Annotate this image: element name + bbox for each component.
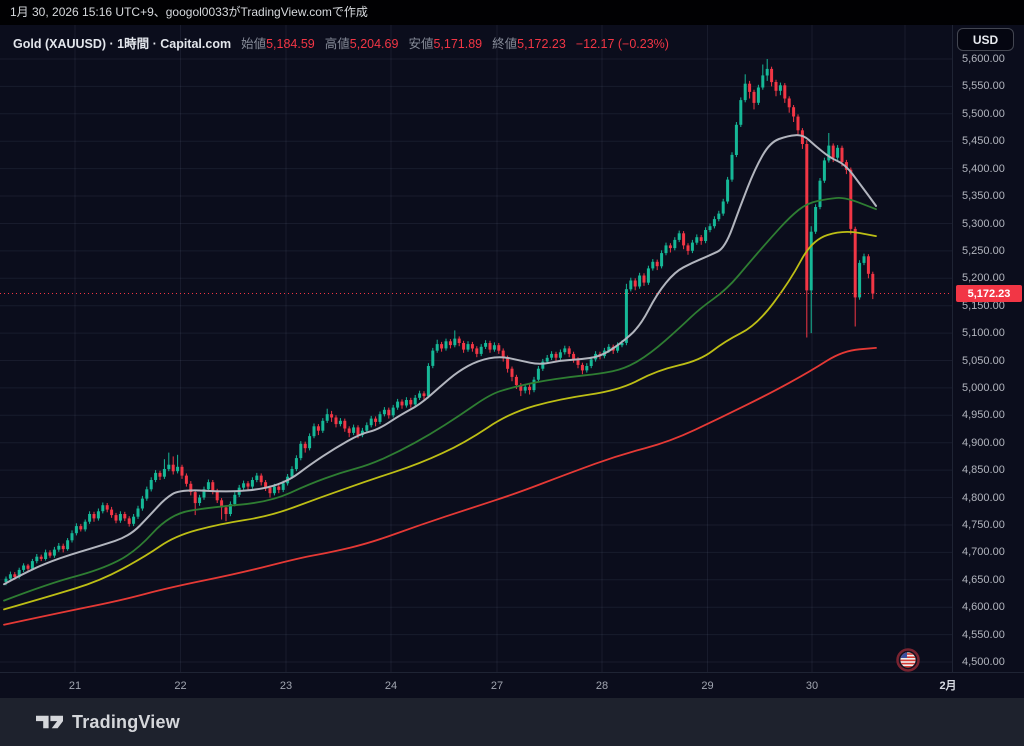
price-axis-label: 4,500.00 [962,656,1005,668]
candles-layer [4,59,875,586]
legend-high: 高値 5,204.69 [324,37,399,51]
ma-long-red [3,347,877,626]
grid-layer [0,25,952,672]
ma-mid-green [3,196,877,602]
time-axis-label: 23 [279,680,293,692]
time-axis-label: 27 [490,680,504,692]
time-axis-label: 29 [701,680,714,692]
price-axis-label: 4,650.00 [962,573,1005,586]
price-axis-label: 5,050.00 [962,354,1005,367]
attribution-text: 1月 30, 2026 15:16 UTC+9、googol0033がTradi… [10,5,368,19]
price-axis-label: 4,750.00 [962,519,1005,531]
price-axis-label: 5,600.00 [962,53,1005,65]
tradingview-wordmark[interactable]: TradingView [72,711,180,732]
legend-low: 安値 5,171.89 [408,37,483,51]
price-axis-label: 4,700.00 [962,546,1005,559]
price-axis-label: 5,500.00 [962,107,1005,120]
price-axis-label: 4,950.00 [962,409,1005,422]
ma-slow-yellow [3,230,877,611]
tradingview-logo-icon[interactable] [36,712,63,732]
price-axis-label: 5,300.00 [962,217,1005,230]
time-axis-label: 21 [68,680,82,692]
chart-frame: Gold (XAUUSD) · 1時間 · Capital.com 始値 5,18… [0,25,1024,698]
footer-brand-bar: TradingView [0,698,1024,746]
ma-fast-white [3,134,877,586]
price-axis-label: 5,450.00 [962,135,1005,148]
time-axis[interactable]: 21 22 23 24 27 28 29 30 2月 [0,672,1024,698]
legend-close: 終値 5,172.23 [492,37,566,51]
time-axis-label: 22 [174,680,187,692]
time-axis-label: 2月 [939,680,957,692]
price-axis-label: 4,600.00 [962,601,1005,614]
price-axis-label: 4,850.00 [962,464,1005,477]
price-axis-label: 5,350.00 [962,190,1005,202]
currency-toggle-button[interactable]: USD [957,28,1014,51]
price-axis-label: 5,550.00 [962,80,1005,93]
price-axis[interactable]: 5,172.23 5,600.00 5,550.00 5,500.00 5,450.0… [952,25,1024,672]
price-axis-label: 4,800.00 [962,491,1005,504]
legend-open: 始値 5,184.59 [241,37,315,51]
ma-lines-layer [3,134,877,626]
price-axis-label: 4,550.00 [962,628,1005,641]
price-axis-label: 5,150.00 [962,299,1005,312]
symbol-legend[interactable]: Gold (XAUUSD) · 1時間 · Capital.com 始値 5,18… [13,33,669,52]
us-flag [900,652,916,668]
symbol-title: Gold (XAUUSD) · 1時間 · Capital.com [13,37,232,51]
legend-change: −12.17 (−0.23%) [575,37,669,51]
time-axis-label: 30 [805,680,819,692]
us-flag-event-icon[interactable] [896,648,920,672]
price-chart-canvas[interactable] [0,25,952,672]
price-axis-label: 4,900.00 [962,436,1005,449]
time-axis-label: 24 [384,680,398,692]
attribution-bar: 1月 30, 2026 15:16 UTC+9、googol0033がTradi… [0,0,1024,25]
price-axis-label: 5,250.00 [962,244,1005,257]
last-price-tag: 5,172.23 [956,285,1022,302]
price-axis-label: 5,100.00 [962,327,1005,340]
price-axis-label: 5,400.00 [962,162,1005,175]
price-axis-label: 5,200.00 [962,272,1005,285]
price-axis-label: 5,000.00 [962,381,1005,394]
time-axis-label: 28 [595,680,609,692]
